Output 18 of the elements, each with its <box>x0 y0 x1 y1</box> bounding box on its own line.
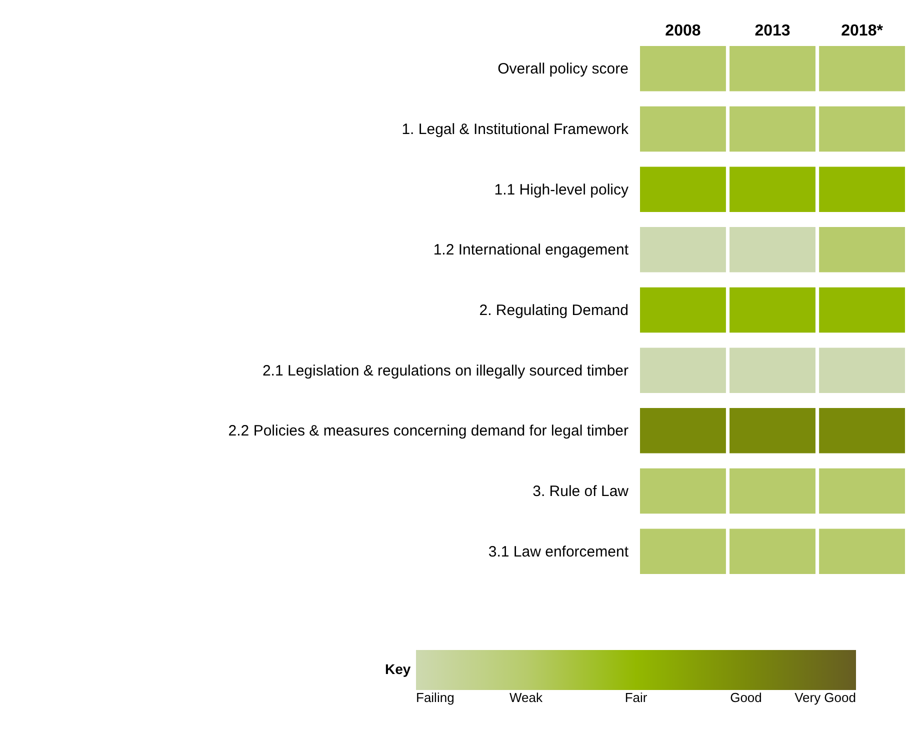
y-tick-label: 2.1 Legislation & regulations on illegally sourced timber <box>262 362 628 380</box>
y-tick-label: 3. Rule of Law <box>532 483 629 500</box>
color-bar-label: Weak <box>510 690 543 705</box>
color-bar-label: Failing <box>416 690 454 705</box>
color-bar-label: Good <box>730 690 762 705</box>
y-tick-label: Overall policy score <box>498 60 628 78</box>
color-bar-title: Key <box>385 661 411 677</box>
y-tick-label: 2. Regulating Demand <box>479 302 628 319</box>
y-tick-label: 2.2 Policies & measures concerning demand for legal timber <box>228 422 629 440</box>
x-tick-label: 2008 <box>665 22 701 40</box>
x-tick-label: 2018* <box>841 22 884 40</box>
y-tick-label: 1. Legal & Institutional Framework <box>402 120 629 138</box>
x-tick-label: 2013 <box>754 22 790 40</box>
color-bar-label: Fair <box>624 690 648 705</box>
y-tick-label: 1.1 High-level policy <box>494 181 629 198</box>
color-bar-label: Very Good <box>794 690 856 705</box>
y-tick-label: 1.2 International engagement <box>433 242 630 259</box>
y-tick-label: 3.1 Law enforcement <box>488 543 630 560</box>
